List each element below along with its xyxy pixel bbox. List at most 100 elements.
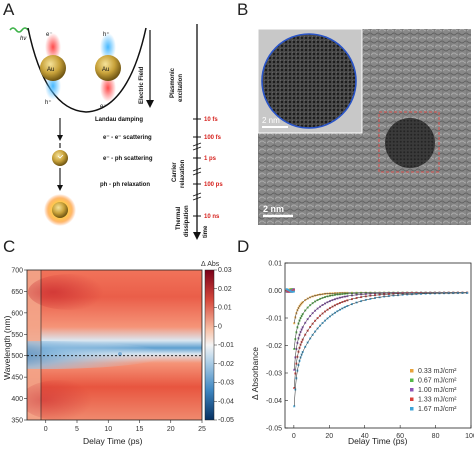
time-10ns: 10 ns bbox=[204, 214, 220, 220]
heatmap-xtick-label: 0 bbox=[44, 426, 48, 433]
time-label: time bbox=[203, 225, 209, 238]
decay-ylabel: Δ Absorbance bbox=[250, 347, 260, 400]
spark-icon bbox=[57, 154, 64, 159]
decay-point bbox=[287, 288, 290, 291]
heatmap-ytick-label: 650 bbox=[11, 289, 23, 296]
decay-point bbox=[291, 290, 294, 293]
decay-point bbox=[288, 289, 291, 292]
hole-cloud-right bbox=[100, 33, 116, 61]
plasmonic-label: Plasmonic bbox=[170, 67, 176, 98]
panel-a-letter: A bbox=[3, 0, 15, 19]
heatmap-x-ticks: 0 5 10 15 20 25 bbox=[44, 420, 206, 433]
decay-ytick-label: -0.02 bbox=[266, 343, 282, 350]
time-1ps: 1 ps bbox=[204, 156, 217, 162]
heatmap-xtick-label: 5 bbox=[75, 426, 79, 433]
electron-cloud-left bbox=[45, 33, 61, 61]
hrtem-inset bbox=[258, 29, 362, 133]
decay-ytick-label: -0.05 bbox=[266, 426, 282, 433]
colorbar bbox=[204, 269, 215, 421]
electron-cloud-right bbox=[100, 74, 116, 102]
electron-label-right: e⁻ bbox=[100, 104, 107, 110]
decay-point bbox=[291, 288, 294, 291]
particle-outline-circle bbox=[261, 33, 357, 129]
heatmap-y-ticks: 700 650 600 550 500 450 400 350 bbox=[11, 268, 27, 425]
electric-field-label: Electric Field bbox=[139, 66, 145, 104]
heatmap-frame bbox=[26, 269, 203, 421]
axis-break-2 bbox=[192, 167, 202, 176]
decay-point bbox=[288, 288, 291, 291]
decay-point bbox=[285, 288, 288, 291]
colorbar-tick-label: -0.02 bbox=[218, 361, 234, 368]
main-scale-label: 2 nm bbox=[263, 204, 284, 214]
panel-d: D 0.01 0.00 -0.01 -0.02 -0.03 -0.04 -0.05 0 20 40… bbox=[237, 237, 474, 446]
inset-scale-label: 2 nm bbox=[262, 116, 280, 125]
decay-point bbox=[290, 288, 293, 291]
inset-particle bbox=[262, 34, 356, 128]
decay-plot-frame bbox=[284, 262, 472, 429]
heatmap-xtick-label: 20 bbox=[167, 426, 175, 433]
decay-xtick-label: 100 bbox=[465, 433, 474, 440]
thermal-label: Thermal bbox=[176, 206, 182, 230]
decay-xtick-label: 0 bbox=[292, 433, 296, 440]
flow-arrowhead-3-icon bbox=[57, 185, 63, 191]
panel-b: B 2 nm 2 nm bbox=[237, 0, 471, 225]
colorbar-tick-label: 0 bbox=[218, 323, 222, 330]
colorbar-tick-label: -0.03 bbox=[218, 380, 234, 387]
heatmap-plot bbox=[27, 270, 202, 420]
decay-ytick-label: -0.03 bbox=[266, 371, 282, 378]
process-label-eph: e⁻ - ph scattering bbox=[103, 156, 153, 162]
panel-b-letter: B bbox=[237, 0, 248, 19]
process-label-landau: Landau damping bbox=[95, 117, 143, 123]
panel-c: C 700 650 600 550 500 450 400 350 0 5 10 15 20 25 Wa… bbox=[2, 237, 234, 446]
heatmap-ytick-label: 350 bbox=[11, 418, 23, 425]
positive-feature-bottom bbox=[27, 380, 100, 420]
glowing-nanoparticle-core bbox=[52, 202, 68, 218]
positive-feature-top bbox=[28, 274, 112, 310]
decay-point bbox=[466, 291, 469, 294]
colorbar-ticks: 0.03 0.02 0.01 0 -0.01 -0.02 -0.03 -0.04 -0.05 bbox=[214, 267, 234, 424]
heatmap-xtick-label: 25 bbox=[198, 426, 206, 433]
excitation-label: excitation bbox=[178, 74, 184, 102]
decay-point bbox=[287, 290, 290, 293]
decay-series-group bbox=[285, 288, 469, 408]
heatmap-artifact bbox=[118, 352, 122, 356]
light-wave-icon bbox=[9, 27, 29, 33]
inset-border bbox=[257, 28, 363, 134]
heatmap-ytick-label: 450 bbox=[11, 375, 23, 382]
heatmap-ytick-label: 700 bbox=[11, 268, 23, 275]
gold-nanoparticle-left bbox=[40, 55, 66, 81]
carrier-label: Carrier bbox=[172, 162, 178, 182]
au-label-right: Au bbox=[102, 67, 109, 73]
dissipation-label: dissipation bbox=[184, 205, 190, 237]
heatmap-ylabel: Wavelength (nm) bbox=[2, 315, 12, 380]
time-100fs: 100 fs bbox=[204, 135, 222, 141]
heatmap-ytick-label: 550 bbox=[11, 332, 23, 339]
electron-label-left: e⁻ bbox=[46, 32, 53, 38]
relaxation-label: relaxation bbox=[180, 159, 186, 188]
hole-label-right: h⁺ bbox=[103, 31, 110, 38]
legend-label: 1.33 mJ/cm² bbox=[418, 397, 457, 404]
electric-field-arrowhead-icon bbox=[146, 100, 154, 108]
decay-xtick-label: 20 bbox=[325, 433, 333, 440]
panel-a: A hν Au e⁻ h⁺ Au h⁺ e⁻ Electric Field Pl… bbox=[3, 0, 223, 240]
heatmap-xtick-label: 10 bbox=[104, 426, 112, 433]
process-label-phph: ph - ph relaxation bbox=[100, 182, 150, 188]
heatmap-ytick-label: 400 bbox=[11, 396, 23, 403]
decay-point bbox=[292, 289, 295, 292]
decay-point bbox=[292, 288, 295, 291]
legend-marker bbox=[410, 388, 414, 392]
decay-ytick-label: -0.04 bbox=[266, 398, 282, 405]
decay-ytick-label: 0.01 bbox=[268, 261, 282, 268]
axis-break-1 bbox=[192, 142, 202, 151]
legend-marker bbox=[410, 397, 414, 401]
decay-xtick-label: 80 bbox=[432, 433, 440, 440]
heatmap-xtick-label: 15 bbox=[136, 426, 144, 433]
decay-fit-line bbox=[293, 292, 468, 389]
decay-point bbox=[292, 290, 295, 293]
hole-label-left: h⁺ bbox=[45, 99, 52, 106]
colorbar-tick-label: 0.01 bbox=[218, 305, 232, 312]
decay-point bbox=[293, 322, 296, 325]
legend-label: 1.67 mJ/cm² bbox=[418, 406, 457, 413]
colorbar-tick-label: -0.04 bbox=[218, 398, 234, 405]
decay-xtick-label: 60 bbox=[396, 433, 404, 440]
